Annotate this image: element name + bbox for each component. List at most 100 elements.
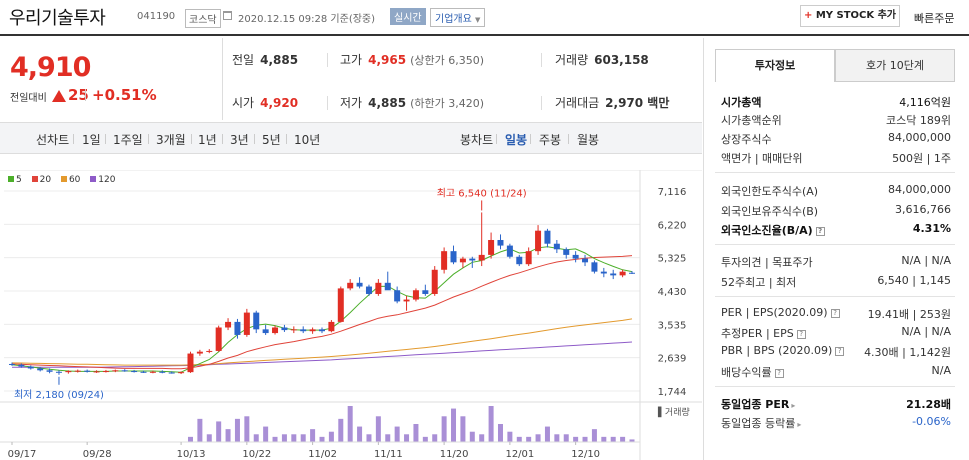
- tab-investment-info[interactable]: 투자정보: [715, 49, 835, 82]
- help-icon[interactable]: ?: [830, 309, 840, 318]
- candlestick-chart[interactable]: 7,116 6,220 5,325 4,430 3,535 2,639 1,744 최고 6,…: [0, 170, 702, 460]
- volume-bar: [413, 424, 419, 442]
- y-tick-label: 7,116: [658, 187, 687, 198]
- high-label: 고가: [340, 53, 363, 67]
- divider: [73, 134, 74, 144]
- tab-candle-chart[interactable]: 봉차트: [460, 133, 494, 147]
- tab-1-year[interactable]: 1년: [198, 133, 217, 147]
- divider: [286, 134, 287, 144]
- candle-body: [300, 329, 307, 332]
- candle-body: [102, 371, 109, 373]
- candle-body: [356, 282, 363, 287]
- volume-bar: [507, 431, 513, 442]
- foreign-hold-label: 외국인보유주식수(B): [721, 205, 819, 218]
- volume-label: 거래량: [555, 53, 589, 67]
- company-overview-dropdown[interactable]: 기업개요 ▼: [430, 8, 486, 27]
- help-icon[interactable]: ?: [796, 330, 806, 339]
- volume-bar: [591, 429, 597, 442]
- volume-bar: [319, 436, 325, 442]
- help-icon[interactable]: ?: [774, 369, 784, 378]
- divider: [327, 96, 328, 110]
- open-label: 시가: [232, 96, 255, 110]
- volume-bar: [244, 416, 250, 442]
- x-tick-label: 12/10: [571, 449, 600, 460]
- candle-body: [441, 251, 448, 270]
- y-tick-label: 1,744: [658, 387, 687, 398]
- divider: [191, 134, 192, 144]
- divider: [715, 244, 955, 245]
- per-value: 19.41배 | 253원: [867, 308, 951, 321]
- volume-bar: [281, 434, 287, 442]
- tab-weekly-candle[interactable]: 주봉: [539, 133, 562, 147]
- tab-line-chart[interactable]: 선차트: [36, 133, 70, 147]
- volume-bar: [385, 434, 391, 442]
- candle-body: [572, 254, 579, 259]
- amount-label: 거래대금: [555, 96, 600, 110]
- legend-ma20[interactable]: 20: [31, 175, 51, 185]
- divider: [254, 134, 255, 144]
- volume-bar: [563, 434, 569, 442]
- plus-icon: +: [803, 10, 813, 21]
- volume-bar: [394, 426, 400, 442]
- volume-bar: [328, 431, 334, 442]
- volume-bar: [601, 436, 607, 442]
- candle-body: [9, 363, 15, 365]
- divider: [715, 296, 955, 297]
- tab-10-years[interactable]: 10년: [294, 133, 321, 147]
- volume-bar: [535, 434, 541, 442]
- volume-bar: [310, 429, 316, 442]
- chart-period-tabs: 선차트 1일 1주일 3개월 1년 3년 5년 10년 봉차트 일봉 주봉 월봉: [0, 122, 702, 154]
- volume-bar: [272, 436, 278, 442]
- legend-ma5[interactable]: 5: [8, 175, 22, 185]
- tab-3-months[interactable]: 3개월: [156, 133, 186, 147]
- help-icon[interactable]: ?: [815, 227, 825, 236]
- sector-rate-row[interactable]: 동일업종 등락률 ▸ -0.06%: [721, 415, 951, 431]
- help-icon[interactable]: ?: [835, 347, 845, 356]
- ma20-line: [11, 255, 633, 370]
- shares-value: 84,000,000: [888, 131, 951, 144]
- par-value-row: 액면가 | 매매단위 500원 | 1주: [721, 150, 951, 166]
- volume-bar: [526, 436, 532, 442]
- calendar-icon: [223, 11, 232, 20]
- shares-label: 상장주식수: [721, 133, 772, 146]
- tab-monthly-candle[interactable]: 월봉: [577, 133, 600, 147]
- chevron-right-icon: ▸: [791, 401, 796, 410]
- legend-ma120[interactable]: 120: [90, 175, 115, 185]
- realtime-button[interactable]: 실시간: [390, 8, 426, 25]
- divider: [496, 134, 497, 144]
- add-mystock-button[interactable]: + MY STOCK 추가: [800, 5, 900, 27]
- quick-order-link[interactable]: 빠른주문: [914, 12, 955, 25]
- tab-5-years[interactable]: 5년: [262, 133, 281, 147]
- volume-stat: 거래량 603,158: [555, 51, 649, 68]
- candle-body: [84, 370, 91, 372]
- sector-per-value: 21.28배: [906, 398, 951, 411]
- y-tick-label: 4,430: [658, 287, 687, 298]
- tab-1-week[interactable]: 1주일: [113, 133, 143, 147]
- candle-body: [328, 321, 335, 332]
- change-rate: +0.51%: [92, 86, 157, 104]
- compare-label: 전일대비: [10, 93, 47, 104]
- volume-bar: [347, 406, 353, 442]
- divider: [715, 172, 955, 173]
- legend-ma60[interactable]: 60: [60, 175, 80, 185]
- tab-daily-candle[interactable]: 일봉: [505, 133, 528, 147]
- sector-per-row[interactable]: 동일업종 PER ▸ 21.28배: [721, 396, 951, 412]
- volume-value: 603,158: [594, 53, 649, 67]
- volume-bar: [357, 426, 363, 442]
- prev-close-value: 4,885: [260, 53, 299, 67]
- tab-3-years[interactable]: 3년: [230, 133, 249, 147]
- tab-1-day[interactable]: 1일: [82, 133, 101, 147]
- candle-body: [262, 329, 269, 334]
- candle-body: [149, 371, 156, 373]
- candle-body: [55, 371, 62, 373]
- candle-body: [553, 243, 560, 250]
- legend-swatch: [90, 176, 97, 182]
- volume-bar: [488, 406, 494, 442]
- tab-order-book[interactable]: 호가 10단계: [835, 49, 955, 82]
- market-badge: 코스닥: [185, 9, 221, 28]
- company-overview-label: 기업개요: [435, 14, 472, 25]
- volume-bar: [300, 434, 306, 442]
- price-stats: 전일 4,885 고가 4,965 (상한가 6,350) 거래량 603,158 시가…: [222, 38, 702, 120]
- candle-body: [206, 350, 213, 352]
- volume-bar: [253, 434, 259, 442]
